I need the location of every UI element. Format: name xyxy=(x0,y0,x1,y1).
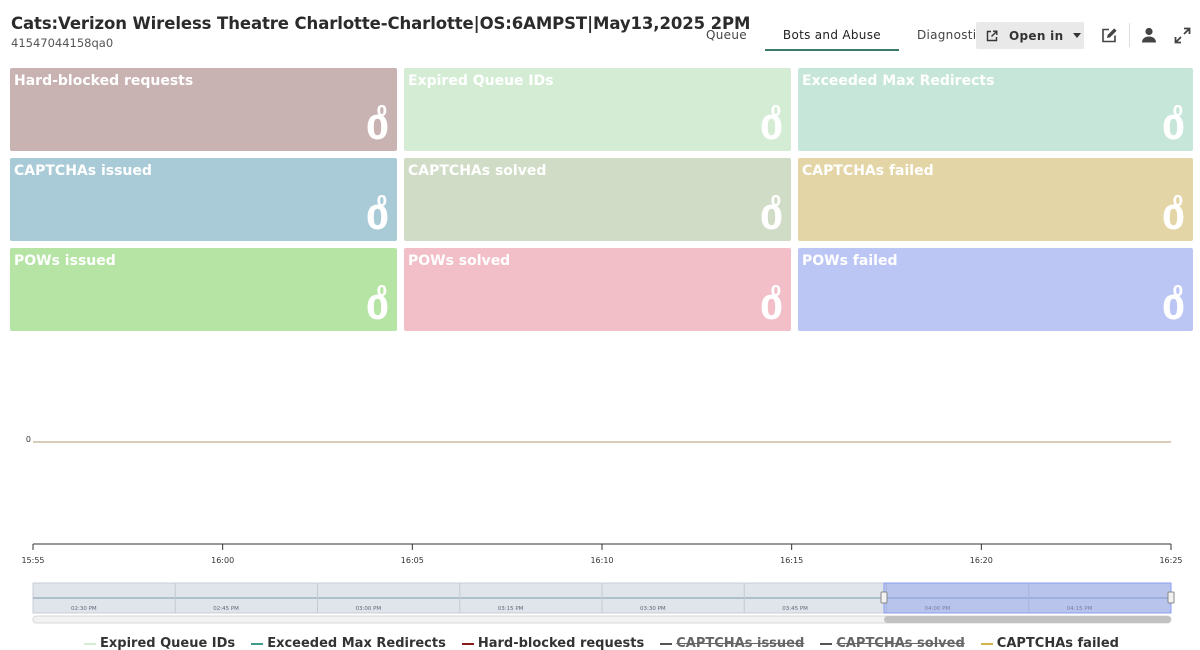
user-button[interactable] xyxy=(1138,24,1160,46)
metric-tile: Exceeded Max Redirects 0 0 xyxy=(798,68,1193,151)
legend-item[interactable]: CAPTCHAs failed xyxy=(980,636,1119,650)
page-title: Cats:Verizon Wireless Theatre Charlotte-… xyxy=(11,14,751,33)
tile-big-value: 0 xyxy=(760,198,783,237)
navigator-tick-label: 03:45 PM xyxy=(782,606,808,612)
legend-label: CAPTCHAs solved xyxy=(836,636,965,650)
tile-small-value: 0 xyxy=(376,102,387,120)
user-icon xyxy=(1142,27,1156,43)
y-tick-label: 0 xyxy=(26,435,31,444)
expand-icon xyxy=(1174,27,1190,43)
page-header: Cats:Verizon Wireless Theatre Charlotte-… xyxy=(0,0,1200,60)
metric-tile: POWs failed 0 0 xyxy=(798,248,1193,331)
tile-small-value: 0 xyxy=(376,282,387,300)
legend-label: Hard-blocked requests xyxy=(477,636,645,650)
legend-item[interactable]: Hard-blocked requests xyxy=(461,636,645,650)
tile-title: Hard-blocked requests xyxy=(14,73,194,89)
tile-title: CAPTCHAs solved xyxy=(408,163,547,179)
tile-small-value: 0 xyxy=(770,102,781,120)
tile-small-value: 0 xyxy=(1172,102,1183,120)
expand-button[interactable] xyxy=(1171,24,1193,46)
navigator-handle-left[interactable] xyxy=(880,591,888,604)
edit-icon xyxy=(1101,27,1117,42)
navigator-handle-right[interactable] xyxy=(1167,591,1175,604)
tab-bar: Queue Bots and Abuse Diagnostics xyxy=(688,20,1008,52)
tile-title: Expired Queue IDs xyxy=(408,73,554,89)
legend-swatch xyxy=(660,642,673,645)
header-divider xyxy=(1129,23,1130,47)
legend-label: CAPTCHAs issued xyxy=(676,636,805,650)
external-link-icon xyxy=(986,30,998,41)
x-tick-label: 15:55 xyxy=(21,556,44,565)
metric-tile: CAPTCHAs solved 0 0 xyxy=(404,158,791,241)
tile-small-value: 0 xyxy=(1172,282,1183,300)
legend-item[interactable]: Exceeded Max Redirects xyxy=(251,636,446,650)
tile-big-value: 0 xyxy=(1162,108,1185,147)
navigator-scrollbar-thumb[interactable] xyxy=(884,616,1171,623)
metric-tile: Expired Queue IDs 0 0 xyxy=(404,68,791,151)
tile-big-value: 0 xyxy=(366,198,389,237)
tile-small-value: 0 xyxy=(770,192,781,210)
navigator-tick-label: 03:15 PM xyxy=(498,606,524,612)
tile-small-value: 0 xyxy=(1172,192,1183,210)
navigator-tick-label: 02:45 PM xyxy=(213,606,239,612)
x-tick-label: 16:10 xyxy=(590,556,613,565)
legend-swatch xyxy=(251,642,264,645)
metric-tile: POWs issued 0 0 xyxy=(10,248,397,331)
tile-title: POWs solved xyxy=(408,253,511,269)
legend-label: CAPTCHAs failed xyxy=(996,636,1119,650)
navigator-tick-label: 03:30 PM xyxy=(640,606,666,612)
legend-label: Exceeded Max Redirects xyxy=(267,636,446,650)
legend-swatch xyxy=(980,642,993,645)
bots-abuse-chart: 0 15:55 16:00 16:05 16:10 16:15 16:20 16:25 02:3… xyxy=(21,435,1183,624)
tab-diagnostics[interactable]: Diagnostics xyxy=(916,28,990,42)
metric-tile: Hard-blocked requests 0 0 xyxy=(10,68,397,151)
open-in-label: Open in xyxy=(1009,28,1064,43)
chevron-down-icon xyxy=(1073,33,1082,38)
tile-small-value: 0 xyxy=(770,282,781,300)
tile-big-value: 0 xyxy=(1162,288,1185,327)
legend-item[interactable]: CAPTCHAs solved xyxy=(820,636,965,650)
tile-small-value: 0 xyxy=(376,192,387,210)
legend-swatch xyxy=(461,642,474,645)
tab-bots-and-abuse[interactable]: Bots and Abuse xyxy=(764,20,899,51)
x-tick-label: 16:05 xyxy=(401,556,424,565)
navigator-tick-label: 03:00 PM xyxy=(356,606,382,612)
legend-swatch xyxy=(820,642,833,645)
metric-tile: CAPTCHAs failed 0 0 xyxy=(798,158,1193,241)
tile-big-value: 0 xyxy=(1162,198,1185,237)
tab-queue[interactable]: Queue xyxy=(706,28,747,42)
legend-label: Expired Queue IDs xyxy=(100,636,236,650)
edit-button[interactable] xyxy=(1098,24,1120,46)
x-tick-label: 16:00 xyxy=(211,556,234,565)
chart-legend: Expired Queue IDs Exceeded Max Redirects H… xyxy=(84,636,1135,650)
tile-big-value: 0 xyxy=(760,108,783,147)
navigator-tick-label: 02:30 PM xyxy=(71,606,97,612)
page-subtitle: 41547044158qa0 xyxy=(11,36,114,50)
x-tick-label: 16:20 xyxy=(970,556,993,565)
x-tick-label: 16:15 xyxy=(780,556,803,565)
tile-title: Exceeded Max Redirects xyxy=(802,73,995,89)
navigator-selection[interactable] xyxy=(883,582,1172,614)
metric-tile: CAPTCHAs issued 0 0 xyxy=(10,158,397,241)
tile-title: CAPTCHAs failed xyxy=(802,163,934,179)
tile-title: POWs failed xyxy=(802,253,898,269)
tile-big-value: 0 xyxy=(366,108,389,147)
tile-title: POWs issued xyxy=(14,253,116,269)
legend-item[interactable]: Expired Queue IDs xyxy=(84,636,235,650)
legend-item[interactable]: CAPTCHAs issued xyxy=(660,636,804,650)
open-in-button[interactable]: Open in xyxy=(976,22,1084,49)
legend-swatch xyxy=(84,642,96,645)
tile-big-value: 0 xyxy=(366,288,389,327)
tile-big-value: 0 xyxy=(760,288,783,327)
navigator-tick-label: 04:15 PM xyxy=(1067,606,1093,612)
navigator-tick-label: 04:00 PM xyxy=(925,606,951,612)
x-tick-label: 16:25 xyxy=(1159,556,1182,565)
tile-title: CAPTCHAs issued xyxy=(14,163,152,179)
metric-tile: POWs solved 0 0 xyxy=(404,248,791,331)
